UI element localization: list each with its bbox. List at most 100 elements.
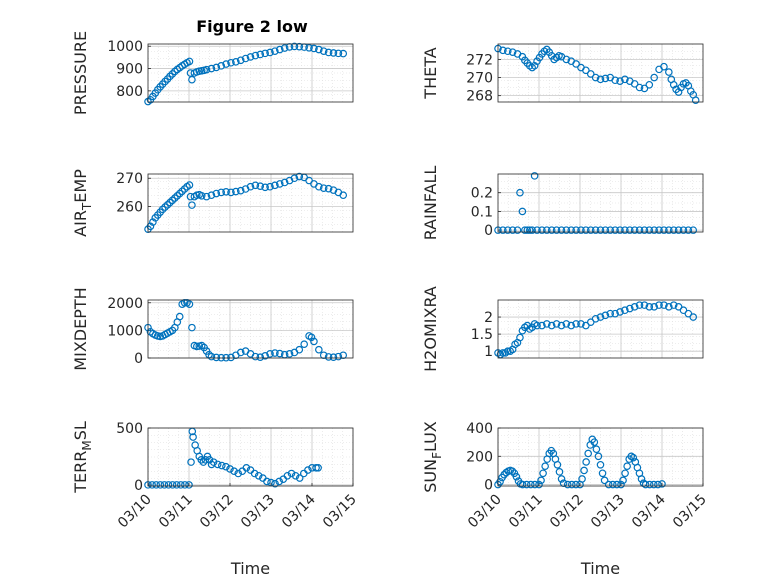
data-point <box>658 480 666 488</box>
data-point <box>630 303 639 311</box>
data-point <box>164 481 173 489</box>
data-point <box>665 226 673 234</box>
data-point <box>606 226 615 234</box>
data-point <box>608 480 617 489</box>
data-point <box>499 46 507 55</box>
data-point <box>188 323 196 332</box>
data-point <box>582 66 590 75</box>
data-point <box>655 301 663 309</box>
data-point <box>665 303 673 311</box>
data-point <box>146 222 155 231</box>
data-point <box>572 226 580 234</box>
data-point <box>645 80 654 89</box>
data-point <box>625 226 634 234</box>
data-point <box>660 226 668 234</box>
data-point <box>567 480 576 489</box>
data-point <box>621 306 629 315</box>
data-point <box>611 76 619 85</box>
axes-box <box>497 173 704 233</box>
data-point <box>616 226 624 234</box>
data-point <box>227 188 235 197</box>
data-point <box>222 462 230 471</box>
y-axis-label: RAINFALL <box>421 166 440 241</box>
data-point <box>246 53 255 61</box>
data-point <box>271 479 279 488</box>
y-tick-label: 2000 <box>107 296 143 312</box>
x-tick-label: 03/14 <box>279 491 319 531</box>
y-axis-label: PRESSURE <box>71 31 90 115</box>
x-tick-label: 03/10 <box>465 492 505 532</box>
x-tick-label: 03/11 <box>506 492 546 532</box>
data-point <box>600 476 609 485</box>
data-point <box>173 191 182 200</box>
data-point <box>180 185 189 193</box>
data-point <box>242 464 251 472</box>
data-point <box>619 476 627 485</box>
data-point <box>256 50 265 59</box>
data-point <box>582 226 590 234</box>
data-point <box>604 480 613 489</box>
x-axis-label: Time <box>580 559 620 578</box>
data-point <box>557 226 566 234</box>
data-point <box>181 481 189 489</box>
data-point <box>594 452 603 461</box>
y-axis-label: MIXDEPTH <box>71 287 90 370</box>
data-point <box>166 72 174 81</box>
data-point <box>640 301 649 309</box>
data-point <box>217 62 226 70</box>
data-point <box>503 47 512 56</box>
data-point <box>552 320 561 328</box>
x-tick-label: 03/11 <box>156 492 196 532</box>
data-point <box>591 226 600 234</box>
subplot-h2omixra: 11.52 H2OMIXRA <box>421 286 704 372</box>
data-point <box>334 49 343 58</box>
data-point <box>621 226 629 234</box>
data-point <box>226 465 234 473</box>
data-point <box>679 306 688 315</box>
data-point <box>188 201 196 209</box>
data-point <box>674 303 683 311</box>
data-point <box>535 480 543 489</box>
data-point <box>205 456 214 464</box>
data-point <box>508 467 517 475</box>
data-point <box>207 64 216 73</box>
data-point <box>580 466 588 475</box>
data-point <box>189 433 197 441</box>
data-point <box>665 68 673 76</box>
data-point <box>207 352 216 361</box>
x-tick-label: 03/15 <box>320 492 360 532</box>
data-point <box>684 309 693 318</box>
data-point <box>339 49 348 58</box>
data-point <box>586 70 595 78</box>
data-point <box>562 320 571 328</box>
axes-box <box>497 43 704 103</box>
data-point <box>567 226 576 234</box>
y-tick-label: 0.2 <box>471 186 493 202</box>
data-point <box>598 469 607 478</box>
data-point <box>674 226 683 234</box>
data-point <box>339 191 348 200</box>
subplot-sun-flux: 0 200 400 03/10 03/11 03/12 03/13 03/14 03/15 SUN… <box>421 421 710 578</box>
x-tick-label: 03/15 <box>670 492 710 532</box>
data-point <box>533 226 541 234</box>
data-point <box>512 473 521 481</box>
x-tick-label: 03/14 <box>629 491 669 531</box>
data-point <box>213 460 222 469</box>
data-point <box>572 320 580 328</box>
y-tick-label: 0 <box>134 478 143 494</box>
data-point <box>315 182 323 191</box>
data-point <box>188 75 196 84</box>
data-point <box>222 188 230 196</box>
data-point <box>158 205 167 214</box>
data-point <box>250 469 259 478</box>
data-point <box>266 182 274 191</box>
data-point <box>679 226 688 234</box>
data-point <box>537 476 545 485</box>
data-point <box>319 47 328 55</box>
x-axis-label: Time <box>230 559 270 578</box>
data-point <box>635 301 644 309</box>
data-point <box>271 181 279 190</box>
data-point <box>280 178 289 187</box>
data-point <box>541 462 549 470</box>
